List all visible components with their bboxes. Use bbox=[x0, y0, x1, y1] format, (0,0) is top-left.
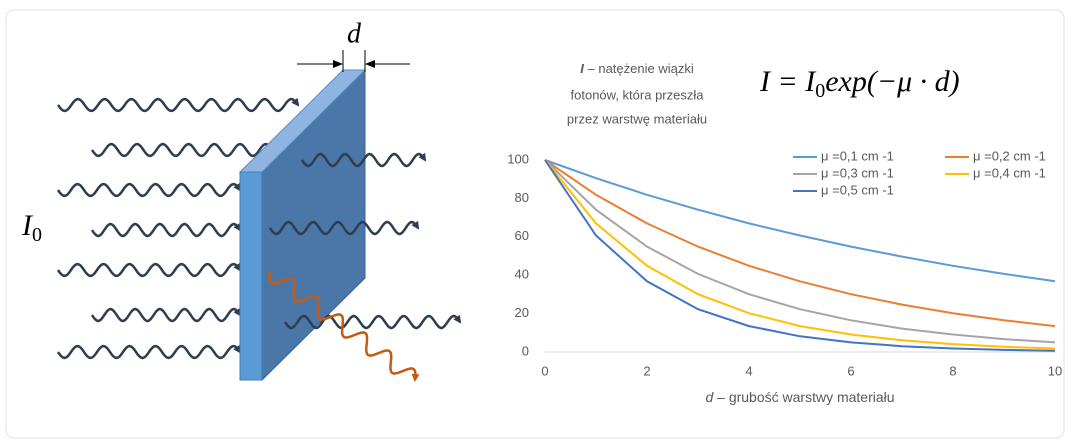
legend-label: μ =0,5 cm -1 bbox=[821, 182, 894, 197]
wave bbox=[283, 314, 462, 330]
formula: I = I0exp(−μ · d) bbox=[759, 65, 960, 102]
wave bbox=[56, 182, 242, 198]
legend-label: μ =0,4 cm -1 bbox=[973, 165, 1046, 180]
plot: 0 20 40 60 80 100 0 2 4 6 8 10 μ =0,1 cm -1 μ =0,2 cm… bbox=[507, 148, 1062, 378]
x-tick-label: 10 bbox=[1048, 363, 1062, 378]
y-tick-label: 100 bbox=[507, 151, 529, 166]
annotation: I – natężenie wiązki bbox=[580, 61, 694, 76]
wave bbox=[56, 97, 300, 113]
thickness-label: d bbox=[347, 18, 362, 49]
wave bbox=[268, 271, 420, 382]
series-line bbox=[544, 159, 1056, 352]
x-tick-label: 0 bbox=[541, 363, 548, 378]
slab-front bbox=[239, 171, 263, 381]
x-tick-label: 8 bbox=[949, 363, 956, 378]
subscript: 0 bbox=[815, 80, 825, 102]
legend-label: μ =0,3 cm -1 bbox=[821, 165, 894, 180]
series-line bbox=[544, 159, 1056, 328]
y-tick-label: 20 bbox=[515, 305, 529, 320]
symbol: I bbox=[580, 61, 584, 76]
wave bbox=[268, 220, 420, 236]
x-axis-label: d – grubość warstwy materiału bbox=[705, 389, 894, 405]
series-line bbox=[544, 159, 1056, 350]
symbol: d bbox=[705, 389, 714, 405]
x-tick-label: 4 bbox=[745, 363, 752, 378]
annotation-line: – natężenie wiązki bbox=[584, 61, 694, 76]
series-line bbox=[544, 159, 1056, 283]
annotation-line: przez warstwę materiału bbox=[567, 111, 707, 126]
legend-label: μ =0,1 cm -1 bbox=[821, 148, 894, 163]
y-tick-label: 40 bbox=[515, 267, 529, 282]
symbol: I bbox=[21, 209, 34, 242]
wave bbox=[90, 142, 300, 158]
subscript: 0 bbox=[32, 224, 42, 246]
transmitted-waves bbox=[268, 152, 462, 382]
x-tick-label: 6 bbox=[847, 363, 854, 378]
intensity-label: I0 bbox=[21, 209, 42, 246]
y-tick-label: 0 bbox=[522, 343, 529, 358]
wave bbox=[56, 344, 242, 360]
wave bbox=[56, 262, 242, 278]
y-tick-label: 60 bbox=[515, 228, 529, 243]
formula-rhs: exp(−μ · d) bbox=[825, 65, 959, 98]
y-tick-label: 80 bbox=[515, 190, 529, 205]
x-tick-label: 2 bbox=[643, 363, 650, 378]
x-label-text: – grubość warstwy materiału bbox=[713, 389, 894, 405]
wave bbox=[90, 307, 242, 323]
series-line bbox=[544, 159, 1056, 344]
incident-waves bbox=[56, 97, 300, 360]
wave bbox=[300, 152, 427, 168]
legend-label: μ =0,2 cm -1 bbox=[973, 148, 1046, 163]
annotation-line: fotonów, która przeszła bbox=[571, 87, 705, 102]
formula-lhs: I = I bbox=[759, 65, 817, 98]
wave bbox=[90, 222, 242, 238]
